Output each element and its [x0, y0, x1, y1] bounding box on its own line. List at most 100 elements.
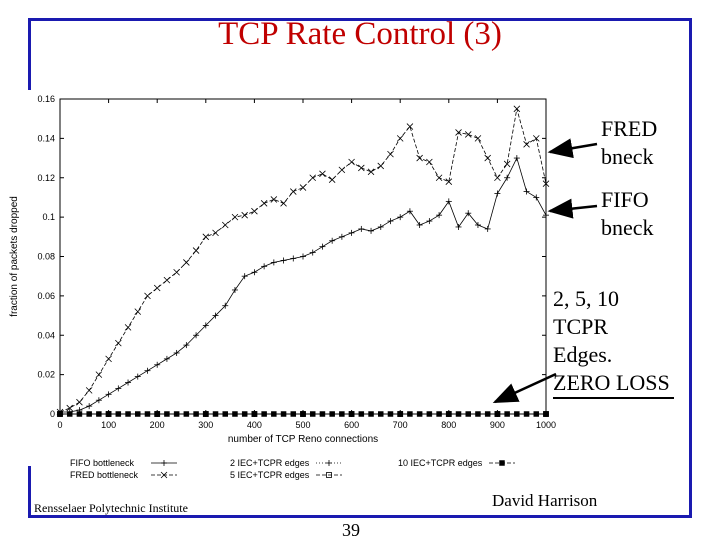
data-point-4	[465, 411, 471, 417]
data-point-1	[348, 158, 355, 166]
data-point-1	[309, 174, 317, 182]
data-point-0	[105, 391, 112, 398]
data-point-1	[523, 140, 530, 148]
data-point-0	[134, 373, 141, 380]
data-point-0	[445, 198, 452, 205]
frame-bottom-border	[28, 515, 692, 518]
data-point-4	[378, 411, 384, 417]
data-point-0	[241, 273, 248, 280]
data-point-1	[367, 168, 375, 176]
y-tick-label: 0.1	[42, 212, 55, 222]
y-tick-label: 0.08	[37, 252, 55, 262]
data-point-0	[154, 361, 161, 368]
data-point-0	[115, 385, 122, 392]
data-point-4	[387, 411, 394, 417]
series-4	[57, 411, 549, 417]
x-tick-label: 300	[198, 420, 213, 430]
data-point-0	[95, 397, 102, 404]
x-tick-label: 800	[441, 420, 456, 430]
y-tick-label: 0.12	[37, 173, 55, 183]
data-point-0	[231, 286, 238, 293]
data-point-1	[513, 105, 521, 113]
arrow-fifo	[547, 198, 598, 219]
data-point-1	[426, 158, 433, 166]
series-line-0	[60, 156, 547, 413]
data-point-0	[377, 223, 384, 230]
legend-marker	[499, 460, 505, 466]
data-point-1	[358, 164, 365, 172]
x-axis-label: number of TCP Reno connections	[228, 434, 378, 445]
data-point-4	[484, 411, 491, 417]
page-number: 39	[342, 520, 360, 540]
data-point-0	[533, 194, 540, 201]
data-point-4	[300, 411, 306, 417]
data-point-1	[105, 355, 112, 363]
data-point-1	[115, 339, 122, 347]
data-point-4	[271, 411, 277, 417]
data-point-4	[329, 411, 335, 417]
data-point-0	[494, 190, 501, 197]
data-point-1	[202, 233, 210, 241]
footer-author: David Harrison	[492, 491, 598, 510]
data-point-4	[436, 411, 442, 417]
data-point-1	[270, 196, 278, 203]
data-point-1	[435, 174, 443, 182]
data-point-4	[514, 411, 520, 417]
data-point-1	[66, 404, 74, 412]
data-point-1	[95, 371, 103, 378]
x-tick-label: 100	[101, 420, 116, 430]
data-point-1	[85, 387, 93, 394]
legend-entry-4: 10 IEC+TCPR edges	[398, 458, 515, 468]
data-point-0	[173, 349, 180, 356]
series-1	[56, 105, 550, 416]
data-point-1	[280, 200, 287, 207]
data-point-4	[66, 411, 73, 417]
data-point-4	[125, 411, 131, 417]
legend-label: 2 IEC+TCPR edges	[230, 458, 310, 468]
frame-top-border	[28, 18, 692, 21]
data-point-0	[280, 257, 287, 264]
annotation-zero-loss: ZERO LOSS	[553, 369, 674, 399]
data-point-4	[212, 411, 219, 417]
data-point-0	[484, 225, 491, 232]
data-point-1	[494, 174, 501, 182]
y-tick-label: 0.04	[37, 330, 55, 340]
slide-title: TCP Rate Control (3)	[218, 16, 502, 52]
data-point-1	[134, 308, 142, 315]
data-point-1	[328, 176, 336, 184]
data-point-4	[241, 411, 248, 417]
data-point-1	[338, 166, 346, 174]
data-point-0	[387, 218, 394, 225]
data-point-0	[436, 212, 443, 219]
data-point-0	[523, 188, 530, 195]
data-point-0	[222, 302, 229, 309]
x-tick-label: 200	[150, 420, 165, 430]
data-point-4	[455, 411, 462, 417]
legend-entry-3: 5 IEC+TCPR edges	[230, 470, 342, 480]
data-point-1	[289, 188, 297, 195]
data-point-4	[543, 411, 549, 417]
data-point-0	[309, 249, 316, 256]
data-point-0	[300, 253, 306, 260]
data-point-4	[339, 411, 345, 417]
data-point-1	[532, 135, 540, 142]
data-point-1	[163, 276, 171, 284]
data-point-0	[504, 174, 511, 181]
y-tick-label: 0.02	[37, 370, 55, 380]
data-point-4	[173, 411, 180, 417]
annotation-fred-bneck: FRED bneck	[601, 115, 657, 171]
data-point-4	[222, 411, 228, 417]
data-point-1	[387, 150, 394, 158]
legend-marker	[160, 471, 168, 479]
data-point-1	[76, 398, 83, 406]
data-point-4	[203, 411, 209, 417]
data-point-0	[163, 355, 170, 362]
data-point-1	[406, 123, 414, 130]
y-tick-label: 0.06	[37, 291, 55, 301]
data-point-0	[416, 222, 423, 228]
legend-entry-0: FIFO bottleneck	[70, 458, 177, 468]
data-point-4	[348, 411, 355, 417]
annotation-tcpr-line1: 2, 5, 10	[553, 286, 619, 311]
x-tick-label: 700	[393, 420, 408, 430]
data-point-4	[96, 411, 102, 417]
